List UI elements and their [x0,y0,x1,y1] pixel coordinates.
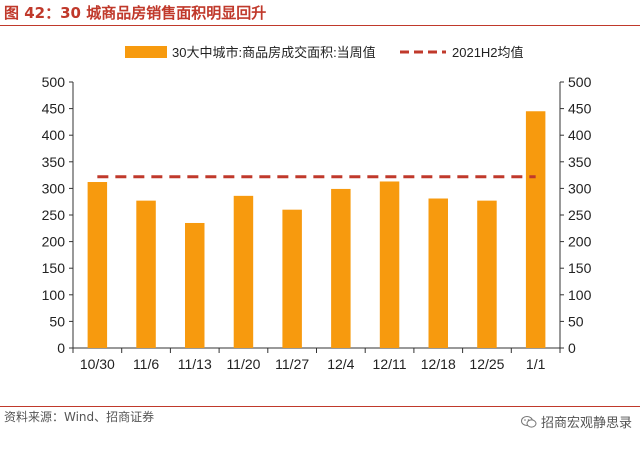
y-tick-label-left: 500 [42,74,66,90]
bar [282,209,302,348]
y-tick-label-left: 150 [42,260,66,276]
bar-chart: 30大中城市:商品房成交面积:当周值 2021H2均值 0 0 50 50 100 100 1… [42,45,592,372]
x-tick-label: 12/11 [373,356,407,372]
y-tick-label-left: 450 [42,101,66,117]
y-tick-label-right: 0 [568,340,576,356]
y-tick-label-left: 400 [42,127,66,143]
x-tick-label: 1/1 [526,356,546,372]
x-tick-label: 11/20 [226,356,260,372]
x-tick-label: 12/18 [421,356,456,372]
source-note: 资料来源：Wind、招商证券 [4,410,155,424]
title-divider [0,25,640,26]
bar [428,198,448,348]
y-tick-label-left: 50 [49,313,65,329]
source-divider [0,406,640,407]
y-tick-label-left: 300 [42,180,66,196]
y-tick-label-right: 250 [568,207,592,223]
legend-label-bar: 30大中城市:商品房成交面积:当周值 [172,45,376,60]
legend-swatch-bar [125,46,167,58]
bar [331,188,351,348]
bar [477,200,497,348]
bar [136,200,156,348]
x-tick-label: 12/4 [327,356,354,372]
x-tick-label: 12/25 [469,356,504,372]
y-tick-label-left: 100 [42,287,66,303]
chart-axes: 0 0 50 50 100 100 150 150 200 200 250 250 300 300 350 3… [42,74,592,372]
figure-title: 图 42：30 城商品房销售面积明显回升 [4,4,267,22]
watermark-text: 招商宏观静思录 [540,416,632,431]
x-tick-label: 10/30 [80,356,115,372]
y-tick-label-right: 500 [568,74,592,90]
y-tick-label-left: 200 [42,234,66,250]
bar [87,182,108,348]
x-tick-label: 11/6 [133,356,159,372]
x-tick-label: 11/13 [178,356,212,372]
legend-label-line: 2021H2均值 [452,45,524,60]
y-tick-label-right: 300 [568,180,592,196]
bar-series [87,111,546,348]
y-tick-label-left: 350 [42,154,66,170]
y-tick-label-right: 450 [568,101,592,117]
chart-legend: 30大中城市:商品房成交面积:当周值 2021H2均值 [125,45,524,60]
y-tick-label-right: 150 [568,260,592,276]
y-tick-label-right: 350 [568,154,592,170]
y-tick-label-right: 400 [568,127,592,143]
y-tick-label-right: 200 [568,234,592,250]
bar [233,195,254,348]
x-tick-label: 11/27 [275,356,309,372]
watermark: 招商宏观静思录 [520,412,632,431]
y-tick-label-right: 50 [568,313,584,329]
wechat-icon [520,415,537,428]
bar [185,222,205,348]
y-tick-label-left: 0 [57,340,65,356]
y-tick-label-left: 250 [42,207,66,223]
bar [525,111,546,348]
y-tick-label-right: 100 [568,287,592,303]
bar [379,181,400,348]
